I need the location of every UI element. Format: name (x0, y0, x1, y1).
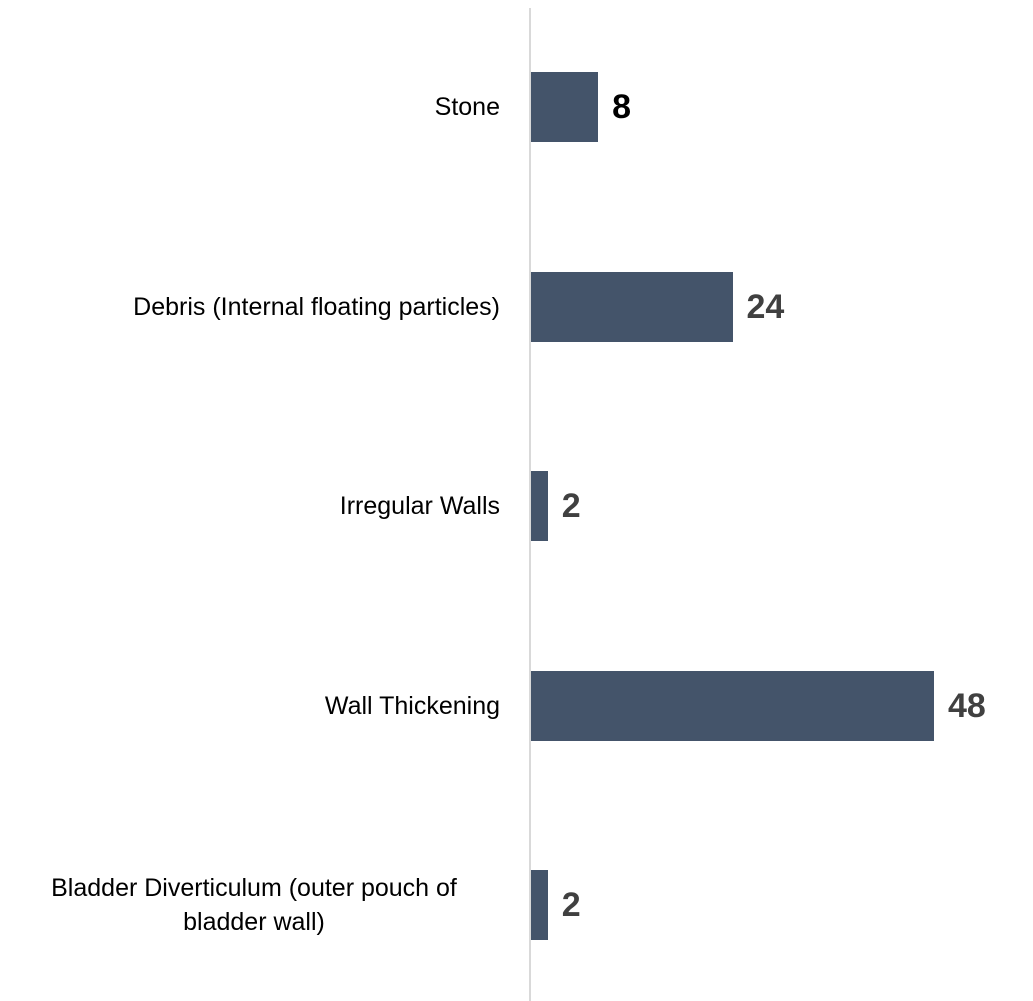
data-label: 8 (612, 88, 632, 126)
bar-row: Debris (Internal floating particles) 24 (0, 271, 1033, 342)
bar (531, 870, 548, 941)
category-label: Bladder Diverticulum (outer pouch of bla… (51, 874, 457, 937)
bar (531, 271, 733, 342)
category-label: Debris (Internal floating particles) (133, 292, 500, 321)
data-label: 48 (948, 686, 986, 725)
category-label: Irregular Walls (339, 492, 500, 521)
bar-row: Stone 8 (0, 72, 1033, 142)
data-label: 2 (561, 886, 581, 925)
bar-row: Irregular Walls 2 (0, 471, 1033, 542)
category-label-box: Bladder Diverticulum (outer pouch of bla… (0, 870, 500, 940)
category-axis-line (529, 8, 531, 1001)
category-label-box: Debris (Internal floating particles) (0, 272, 500, 342)
bar-row: Bladder Diverticulum (outer pouch of bla… (0, 870, 1033, 941)
category-label: Wall Thickening (324, 691, 500, 720)
bar (531, 670, 934, 741)
category-label-box: Irregular Walls (0, 471, 500, 541)
category-label: Stone (434, 93, 500, 121)
category-label-box: Wall Thickening (0, 671, 500, 741)
category-label-box: Stone (0, 72, 500, 142)
bar (531, 471, 548, 542)
bar (531, 72, 599, 142)
bar-row: Wall Thickening 48 (0, 670, 1033, 741)
data-label: 2 (561, 487, 581, 526)
data-label: 24 (746, 287, 785, 326)
